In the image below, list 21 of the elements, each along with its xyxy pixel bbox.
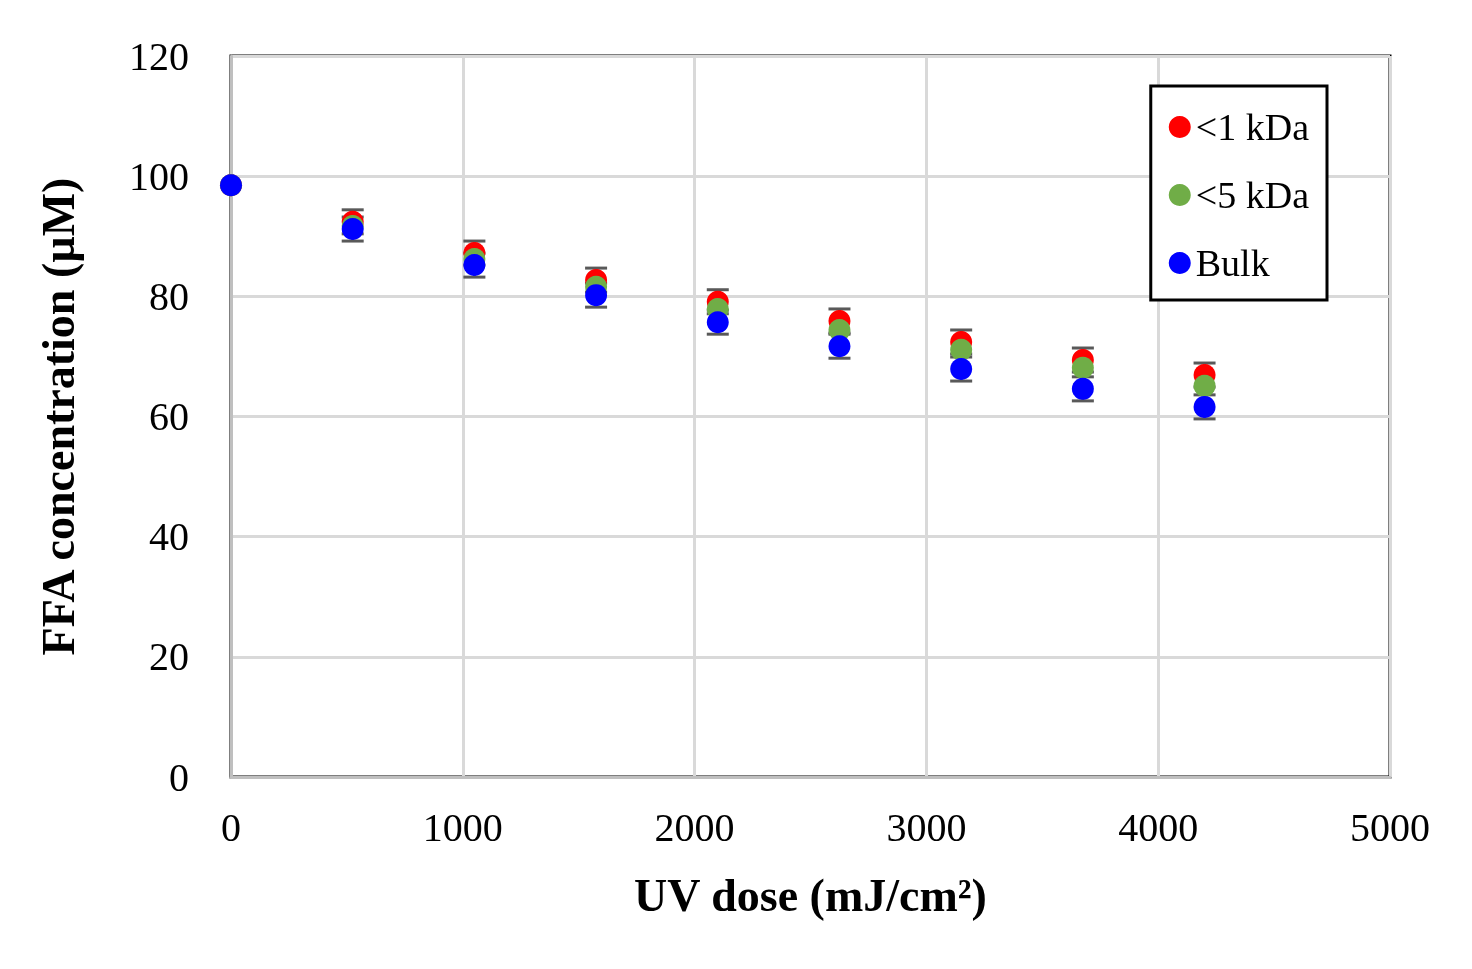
x-tick-label: 2000 xyxy=(654,804,735,850)
point xyxy=(950,338,973,361)
y-tick-label: 20 xyxy=(149,634,189,680)
x-tick-label: 1000 xyxy=(422,804,503,850)
x-axis-title: UV dose (mJ/cm²) xyxy=(634,869,987,921)
x-tick-label: 5000 xyxy=(1350,804,1430,850)
legend-label: <1 kDa xyxy=(1195,106,1310,148)
y-tick-label: 0 xyxy=(169,754,189,800)
x-tick-label: 0 xyxy=(221,804,241,850)
y-tick-label: 80 xyxy=(149,273,189,319)
y-tick-label: 120 xyxy=(129,33,189,79)
point xyxy=(1071,356,1094,379)
legend-label: Bulk xyxy=(1195,242,1270,284)
y-tick-label: 100 xyxy=(129,153,189,199)
y-axis-title: FFA concentration (µM) xyxy=(32,177,84,656)
point xyxy=(1193,374,1216,397)
y-tick-label: 40 xyxy=(149,514,189,560)
x-tick-label: 4000 xyxy=(1118,804,1199,850)
y-tick-label: 60 xyxy=(149,394,189,439)
legend-label: <5 kDa xyxy=(1195,174,1310,216)
x-tick-label: 3000 xyxy=(886,804,967,850)
